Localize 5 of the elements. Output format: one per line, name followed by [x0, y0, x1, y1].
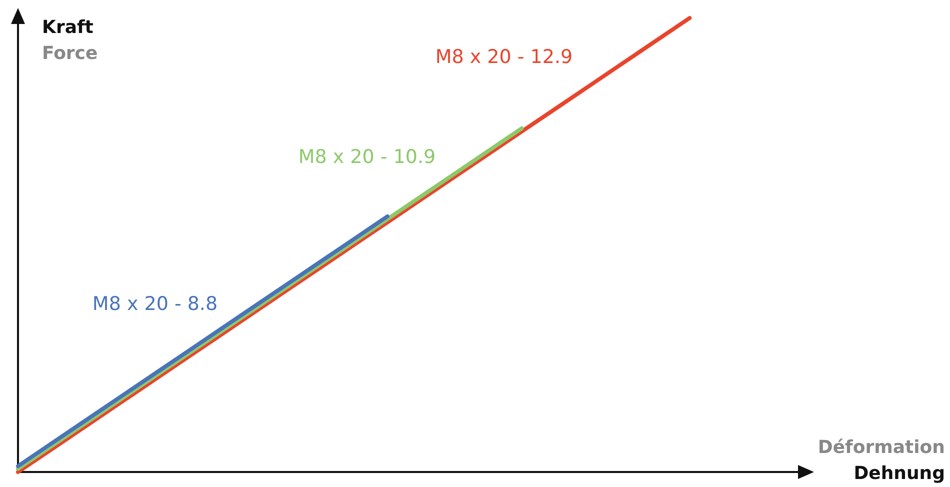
- y-axis-title: Kraft Force: [42, 17, 98, 64]
- series-label: M8 x 20 - 8.8: [92, 293, 218, 315]
- series-label: M8 x 20 - 10.9: [298, 146, 436, 168]
- x-axis-title: Déformation Dehnung: [818, 437, 945, 484]
- series-label: M8 x 20 - 12.9: [435, 46, 573, 68]
